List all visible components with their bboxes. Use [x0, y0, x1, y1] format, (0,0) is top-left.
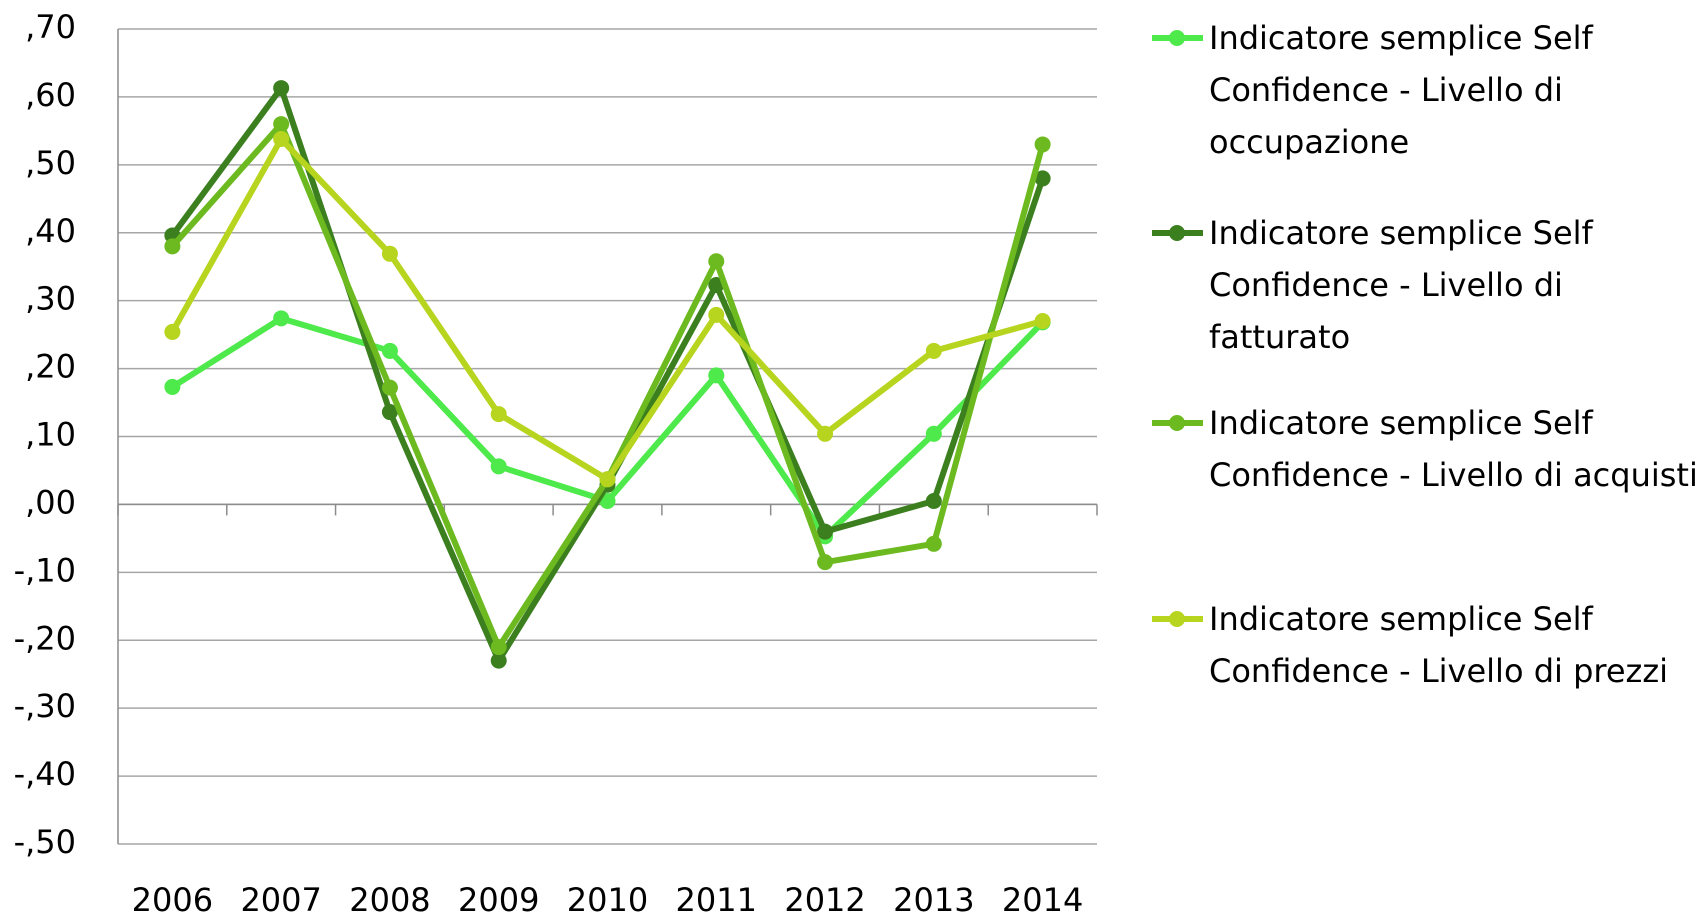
data-point	[708, 367, 725, 384]
data-point	[381, 342, 398, 359]
y-tick-label: ,60	[25, 76, 76, 114]
data-point	[164, 238, 181, 255]
legend-swatch	[1152, 611, 1203, 627]
legend-entry: Indicatore semplice Self Confidence - Li…	[1150, 397, 1706, 501]
y-tick-label: -,20	[14, 619, 76, 657]
legend-marker	[1169, 611, 1185, 627]
data-point	[164, 378, 181, 395]
x-tick-label: 2012	[784, 881, 865, 915]
y-tick-label: ,00	[25, 483, 76, 521]
data-point	[817, 523, 834, 540]
legend-swatch	[1152, 30, 1203, 46]
data-point	[273, 131, 290, 148]
x-tick-label: 2006	[132, 881, 213, 915]
y-tick-label: -,40	[14, 755, 76, 793]
x-tick-label: 2011	[676, 881, 757, 915]
legend-marker	[1169, 30, 1185, 46]
x-tick-label: 2007	[240, 881, 321, 915]
legend-label: Indicatore semplice Self Confidence - Li…	[1209, 404, 1698, 494]
y-tick-label: -,50	[14, 823, 76, 861]
y-tick-label: -,10	[14, 551, 76, 589]
legend-entry: Indicatore semplice Self Confidence - Li…	[1150, 12, 1706, 168]
y-tick-label: -,30	[14, 687, 76, 725]
data-point	[273, 116, 290, 133]
data-point	[381, 245, 398, 262]
data-point	[490, 458, 507, 475]
y-tick-label: ,30	[25, 280, 76, 318]
data-point	[381, 379, 398, 396]
data-point	[490, 639, 507, 656]
series-line	[169, 136, 1044, 483]
series-line	[170, 121, 1046, 651]
y-tick-label: ,10	[25, 416, 76, 454]
y-tick-label: ,50	[25, 144, 76, 182]
data-point	[925, 535, 942, 552]
data-point	[925, 493, 942, 510]
data-point	[164, 323, 181, 340]
x-tick-label: 2009	[458, 881, 539, 915]
y-tick-label: ,40	[25, 212, 76, 250]
data-point	[381, 404, 398, 421]
y-tick-label: ,70	[25, 8, 76, 46]
legend-marker	[1169, 225, 1185, 241]
y-tick-label: ,20	[25, 348, 76, 386]
data-point	[708, 253, 725, 270]
legend-label: Indicatore semplice Self Confidence - Li…	[1209, 19, 1593, 161]
data-point	[925, 425, 942, 442]
x-tick-label: 2008	[349, 881, 430, 915]
data-point	[1034, 170, 1051, 187]
x-tick-label: 2010	[567, 881, 648, 915]
legend-entry: Indicatore semplice Self Confidence - Li…	[1150, 207, 1706, 363]
legend-marker	[1169, 415, 1185, 431]
legend-swatch	[1152, 415, 1203, 431]
data-point	[273, 80, 290, 97]
legend-swatch	[1152, 225, 1203, 241]
legend-label: Indicatore semplice Self Confidence - Li…	[1209, 600, 1668, 690]
data-point	[490, 406, 507, 423]
data-point	[1034, 136, 1051, 153]
data-point	[490, 652, 507, 669]
data-point	[925, 342, 942, 359]
legend-label: Indicatore semplice Self Confidence - Li…	[1209, 214, 1593, 356]
x-tick-label: 2014	[1002, 881, 1083, 915]
data-point	[599, 493, 616, 510]
data-point	[817, 425, 834, 442]
x-tick-label: 2013	[893, 881, 974, 915]
data-point	[599, 471, 616, 488]
data-point	[817, 554, 834, 571]
legend-entry: Indicatore semplice Self Confidence - Li…	[1150, 593, 1706, 697]
data-point	[1034, 313, 1051, 330]
data-point	[273, 310, 290, 327]
data-point	[708, 306, 725, 323]
